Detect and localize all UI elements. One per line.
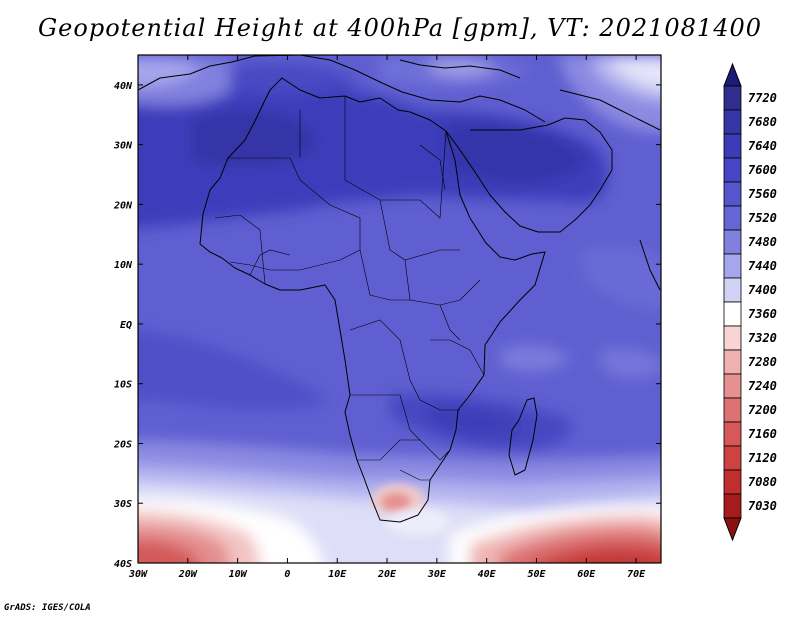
colorbar-level-label: 7400 <box>748 283 777 297</box>
colorbar-level-label: 7200 <box>748 403 777 417</box>
colorbar-level-label: 7160 <box>748 427 777 441</box>
colorbar-level-label: 7640 <box>748 139 777 153</box>
lon-tick-label: 30E <box>427 569 447 580</box>
lat-tick-label: 10S <box>114 380 132 391</box>
colorbar-swatch <box>723 301 742 327</box>
colorbar-swatch <box>723 109 742 135</box>
lon-tick-label: 0 <box>284 569 290 580</box>
colorbar-level-label: 7240 <box>748 379 777 393</box>
colorbar-swatch <box>723 397 742 423</box>
colorbar-swatch <box>723 85 742 111</box>
map-title: Geopotential Height at 400hPa [gpm], VT:… <box>38 14 762 42</box>
colorbar-level-label: 7120 <box>748 451 777 465</box>
lat-tick-label: 10N <box>114 260 133 271</box>
credit-label: GrADS: IGES/COLA <box>4 603 91 613</box>
lon-tick-label: 70E <box>627 569 646 580</box>
colorbar-swatch <box>723 445 742 471</box>
lon-tick-label: 50E <box>527 569 546 580</box>
lon-tick-label: 20W <box>178 569 198 580</box>
coastlines <box>138 55 661 523</box>
colorbar-level-label: 7560 <box>748 187 777 201</box>
colorbar-level-label: 7720 <box>748 91 777 105</box>
lon-tick-label: 30W <box>128 569 148 580</box>
country-borders <box>214 96 485 481</box>
map-frame <box>137 54 662 564</box>
colorbar-swatch <box>723 421 742 447</box>
colorbar-level-label: 7440 <box>748 259 777 273</box>
lat-tick-label: 30S <box>113 499 132 510</box>
colorbar-swatch <box>723 325 742 351</box>
colorbar-level-label: 7080 <box>748 475 777 489</box>
lon-tick-label: 10W <box>229 569 248 580</box>
colorbar-swatch <box>723 277 742 303</box>
colorbar-swatch <box>723 133 742 159</box>
lon-tick-label: 60E <box>577 569 596 580</box>
colorbar-level-label: 7520 <box>748 211 777 225</box>
colorbar-top-arrow <box>723 62 742 87</box>
colorbar-swatch <box>723 229 742 255</box>
colorbar-level-label: 7600 <box>748 163 777 177</box>
colorbar-level-label: 7680 <box>748 115 777 129</box>
lat-tick-label: EQ <box>120 320 132 331</box>
colorbar-level-label: 7320 <box>748 331 777 345</box>
colorbar-swatch <box>723 181 742 207</box>
colorbar-bottom-arrow <box>723 517 742 542</box>
height-field <box>138 55 661 563</box>
colorbar-swatch <box>723 253 742 279</box>
lat-tick-label: 30N <box>113 141 133 152</box>
lat-tick-label: 40S <box>114 559 132 570</box>
colorbar-level-label: 7280 <box>748 355 777 369</box>
colorbar-level-label: 7030 <box>748 499 777 513</box>
lat-tick-label: 20N <box>113 200 133 211</box>
colorbar: 7720 7680 7640 7600 7560 7520 7480 7440 7400 7360… <box>723 62 777 542</box>
colorbar-swatch <box>723 469 742 495</box>
lat-tick-label: 40N <box>114 81 133 92</box>
colorbar-swatch <box>723 373 742 399</box>
colorbar-swatch <box>723 205 742 231</box>
lon-tick-label: 10E <box>328 569 347 580</box>
colorbar-swatch <box>723 157 742 183</box>
lon-tick-label: 40E <box>478 569 497 580</box>
lat-tick-label: 20S <box>113 439 132 450</box>
colorbar-level-label: 7360 <box>748 307 777 321</box>
colorbar-level-label: 7480 <box>748 235 777 249</box>
lon-tick-label: 20E <box>377 569 397 580</box>
colorbar-swatch <box>723 349 742 375</box>
colorbar-swatch <box>723 493 742 519</box>
